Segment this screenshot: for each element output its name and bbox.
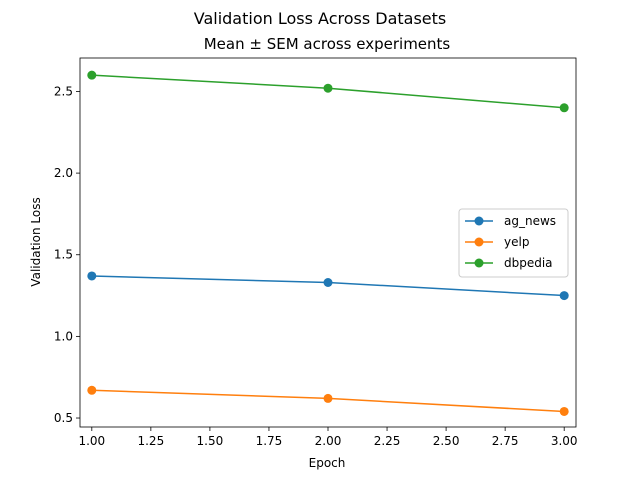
legend-label-yelp: yelp	[504, 235, 529, 249]
chart-subtitle: Mean ± SEM across experiments	[204, 35, 451, 53]
y-tick-label: 1.5	[54, 248, 73, 262]
legend-marker-ag_news	[474, 216, 484, 226]
data-point-dbpedia-3	[559, 103, 569, 113]
data-point-yelp-2	[323, 393, 333, 403]
data-point-ag_news-3	[559, 291, 569, 301]
data-point-ag_news-1	[87, 271, 97, 281]
y-tick-label: 0.5	[54, 411, 73, 425]
series-dbpedia	[87, 70, 569, 113]
legend-label-ag_news: ag_news	[504, 214, 556, 228]
legend-marker-dbpedia	[474, 258, 484, 268]
chart-title: Validation Loss Across Datasets	[194, 9, 447, 28]
data-point-dbpedia-2	[323, 83, 333, 93]
data-point-dbpedia-1	[87, 70, 97, 80]
data-point-yelp-3	[559, 406, 569, 416]
x-tick-label: 2.75	[492, 434, 519, 448]
y-tick-label: 2.5	[54, 84, 73, 98]
x-axis-label: Epoch	[309, 456, 346, 470]
series-ag_news	[87, 271, 569, 301]
data-point-yelp-1	[87, 385, 97, 395]
x-tick-label: 2.00	[315, 434, 342, 448]
x-tick-label: 1.75	[256, 434, 283, 448]
y-axis-label: Validation Loss	[29, 197, 43, 286]
y-tick-label: 1.0	[54, 329, 73, 343]
x-tick-label: 2.50	[433, 434, 460, 448]
x-tick-label: 3.00	[551, 434, 578, 448]
legend-box	[458, 208, 569, 278]
x-tick-label: 1.00	[78, 434, 105, 448]
plot-area: 1.00 1.25 1.50 1.75 2.00 2.25 2.50 2.75 3.00 0.5 1…	[54, 57, 578, 448]
legend-marker-yelp	[474, 237, 484, 247]
x-tick-label: 1.50	[197, 434, 224, 448]
x-tick-label: 1.25	[137, 434, 164, 448]
legend-label-dbpedia: dbpedia	[504, 256, 553, 270]
data-point-ag_news-2	[323, 278, 333, 288]
x-tick-label: 2.25	[374, 434, 401, 448]
y-tick-label: 2.0	[54, 166, 73, 180]
series-yelp	[87, 385, 569, 416]
